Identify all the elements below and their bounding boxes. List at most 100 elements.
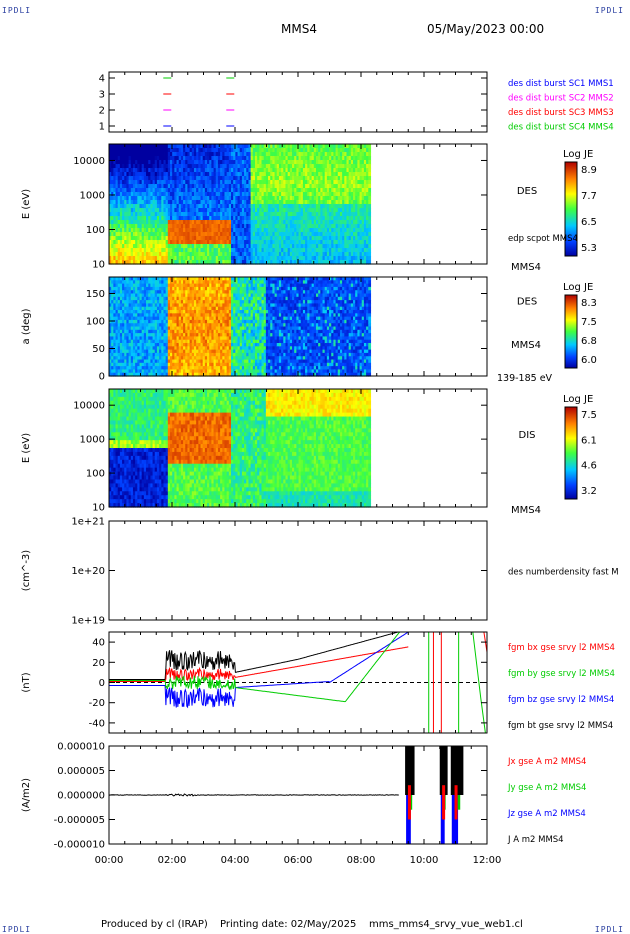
des-energy-heatmap-cell [196,220,199,225]
des-energy-heatmap-cell [305,220,308,225]
des-energy-heatmap-cell [259,228,263,233]
des-energy-heatmap-cell [187,172,191,177]
des-pitch-heatmap-cell [152,333,156,337]
des-energy-heatmap-cell [289,164,293,169]
des-energy-heatmap-cell [159,176,162,181]
des-energy-heatmap-cell [185,200,189,205]
des-energy-heatmap-cell [305,224,308,229]
des-energy-heatmap-cell [111,180,114,185]
des-energy-heatmap-cell [198,176,202,181]
des-energy-heatmap-cell [237,224,241,229]
des-energy-heatmap-cell [196,148,199,153]
des-energy-heatmap-cell [283,180,287,185]
des-energy-heatmap-cell [368,248,372,253]
des-energy-heatmap-cell [361,240,365,245]
des-energy-heatmap-cell [254,152,258,157]
des-pitch-heatmap-cell [152,352,156,357]
des-pitch-heatmap-cell [193,300,197,304]
des-energy-heatmap-cell [132,240,136,245]
des-pitch-heatmap-cell [148,303,151,308]
des-energy-heatmap-cell [350,232,354,237]
des-energy-heatmap-cell [252,172,256,177]
des-energy-heatmap-cell [300,220,304,225]
des-energy-heatmap-cell [261,212,265,217]
des-energy-heatmap-cell [130,192,134,197]
des-energy-heatmap-cell [235,212,239,217]
des-energy-heatmap-cell [161,196,165,201]
des-energy-heatmap-cell [320,172,324,177]
des-energy-heatmap-cell [313,216,317,221]
des-pitch-heatmap-cell [143,283,147,288]
des-energy-heatmap-cell [261,240,265,245]
des-energy-heatmap-cell [122,148,125,153]
des-energy-heatmap-cell [239,208,243,213]
des-energy-heatmap-cell [353,196,356,201]
des-pitch-heatmap-cell [109,306,112,311]
des-pitch-heatmap-cell [124,359,128,364]
des-pitch-heatmap-cell [130,296,134,301]
des-energy-heatmap-cell [185,204,189,209]
des-energy-heatmap-cell [257,220,260,225]
des-energy-heatmap-cell [281,248,284,253]
des-energy-heatmap-cell [222,156,226,161]
des-energy-heatmap-cell [209,148,212,153]
des-energy-heatmap-cell [143,156,147,161]
des-pitch-heatmap-cell [126,303,130,308]
des-energy-heatmap-cell [368,164,372,169]
des-energy-heatmap-cell [139,204,143,209]
des-pitch-heatmap-cell [193,313,197,318]
des-pitch-heatmap-cell [117,339,121,344]
des-energy-heatmap-cell [259,152,263,157]
des-pitch-heatmap-cell [204,349,208,354]
des-energy-heatmap-cell [333,220,337,225]
des-energy-heatmap-cell [278,184,282,189]
des-energy-heatmap-cell [178,168,182,173]
des-energy-heatmap-cell [124,236,128,241]
des-pitch-heatmap-cell [124,300,128,304]
des-energy-heatmap-cell [244,192,247,197]
des-energy-heatmap-cell [342,232,345,237]
des-energy-heatmap-cell [272,260,276,265]
des-energy-heatmap-cell [368,232,372,237]
des-energy-heatmap-cell [213,208,217,213]
des-energy-heatmap-cell [143,252,147,257]
des-energy-heatmap-cell [313,208,317,213]
des-energy-heatmap-cell [178,144,182,149]
des-energy-heatmap-cell [117,256,121,261]
des-energy-heatmap-cell [191,256,195,261]
des-pitch-heatmap-cell [185,372,189,377]
des-energy-heatmap-cell [257,252,260,257]
des-pitch-heatmap-cell [189,306,193,311]
des-energy-heatmap-cell [170,156,173,161]
des-energy-heatmap-cell [348,204,352,209]
des-energy-heatmap-cell [261,208,265,213]
des-energy-heatmap-cell [224,232,228,237]
des-pitch-heatmap-cell [185,313,189,318]
des-energy-heatmap-cell [331,220,335,225]
des-energy-heatmap-cell [213,232,217,237]
des-energy-heatmap-cell [117,188,121,193]
des-energy-heatmap-cell [361,200,365,205]
des-energy-heatmap-cell [141,232,145,237]
des-pitch-heatmap-cell [150,366,154,370]
des-pitch-heatmap-cell [185,356,189,361]
des-energy-heatmap-cell [311,212,315,217]
des-energy-heatmap-cell [226,148,230,153]
des-energy-heatmap-cell [318,212,321,217]
des-energy-heatmap-cell [215,168,219,173]
des-pitch-heatmap-cell [200,359,204,364]
des-energy-heatmap-cell [357,184,361,189]
des-pitch-heatmap-cell [135,286,138,291]
des-pitch-heatmap-cell [128,346,132,351]
des-pitch-heatmap-cell [185,319,189,324]
des-energy-heatmap-cell [174,148,178,153]
des-energy-heatmap-cell [265,152,269,157]
des-energy-heatmap-cell [339,180,343,185]
des-energy-heatmap-cell [226,200,230,205]
des-energy-heatmap-cell [326,248,330,253]
des-energy-heatmap-cell [263,156,267,161]
des-energy-heatmap-cell [311,188,315,193]
des-energy-heatmap-cell [126,188,130,193]
des-energy-heatmap-cell [331,192,335,197]
des-energy-heatmap-cell [355,180,358,185]
